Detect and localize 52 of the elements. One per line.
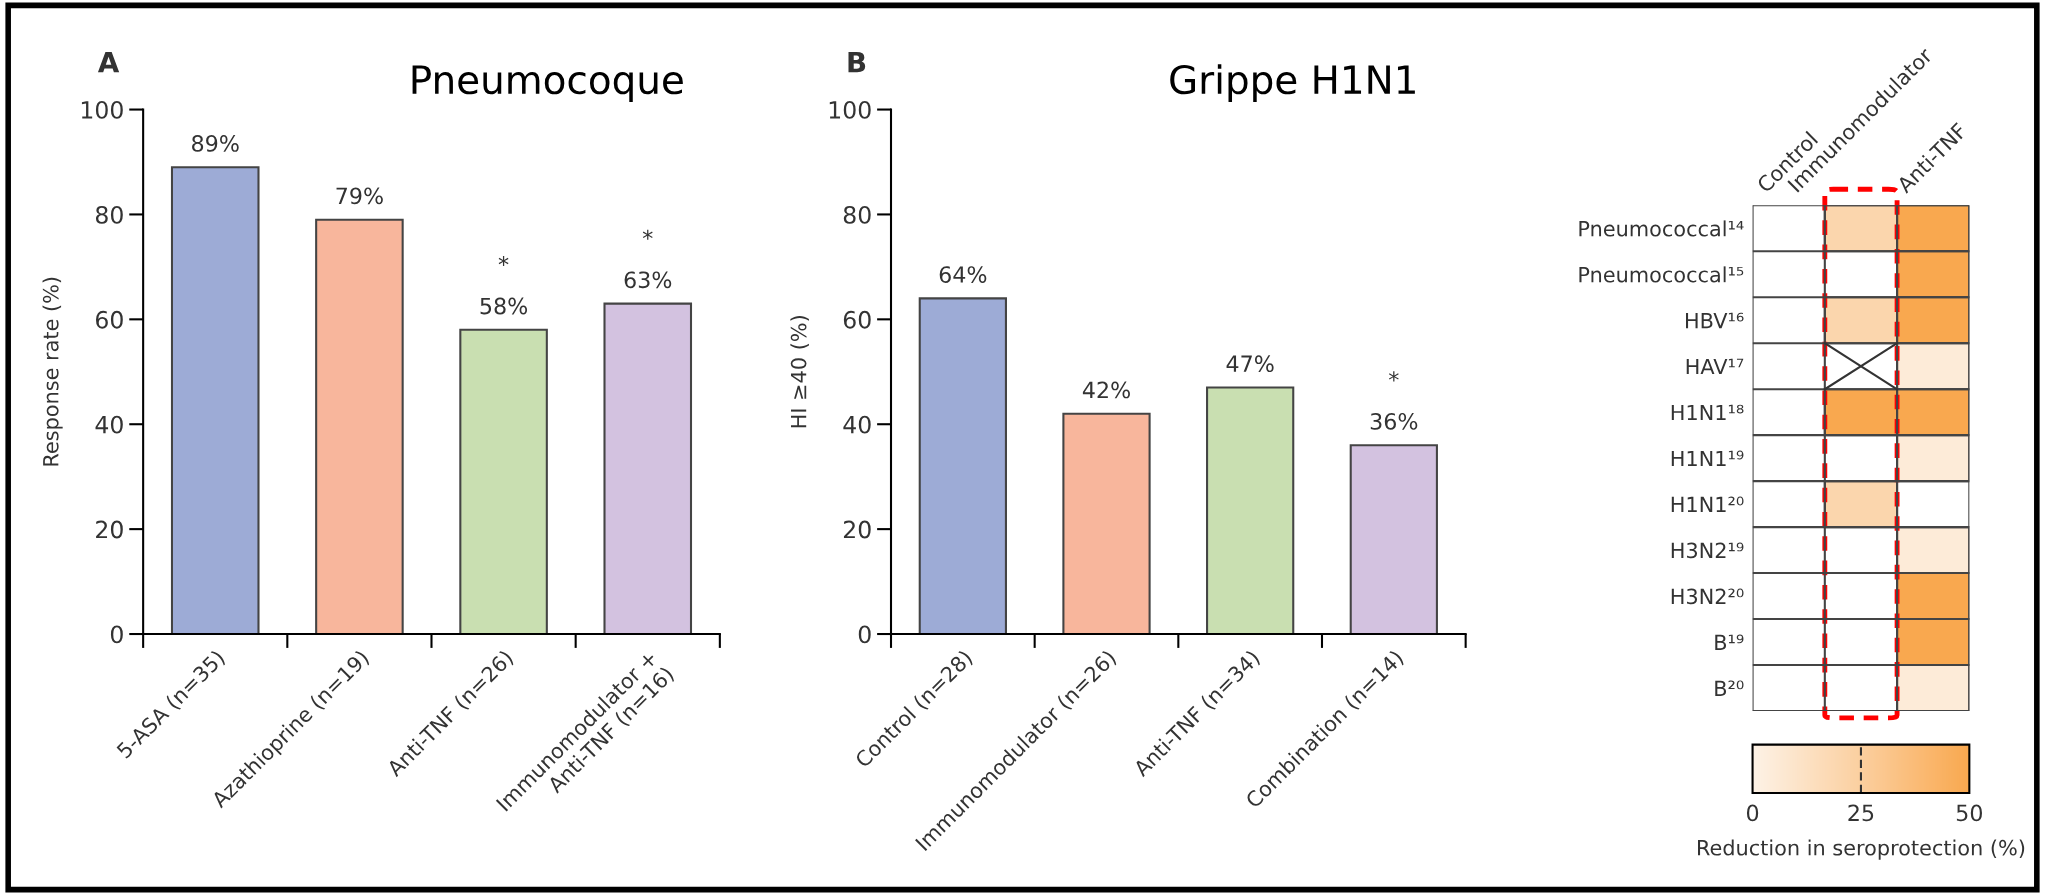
bar (459, 328, 548, 635)
bar (603, 302, 693, 635)
y-tick-label: B²⁰ (1715, 680, 1744, 696)
y-tick-label: 20 (843, 520, 871, 539)
y-tick-label: 80 (843, 205, 871, 224)
bar (170, 166, 260, 635)
y-tick-label: 80 (95, 205, 123, 224)
text: A (97, 52, 120, 73)
data-label: 58% (480, 297, 528, 315)
y-tick-label: 100 (81, 100, 123, 119)
bar (315, 218, 404, 635)
y-tick-label: 40 (95, 415, 123, 434)
bar (918, 297, 1007, 635)
bar (1206, 386, 1295, 635)
color-bar-title: Reduction in seroprotection (%) (1698, 839, 2025, 860)
y-axis-title: Response rate (%) (42, 277, 63, 466)
annotation: * (498, 255, 509, 267)
y-tick-label: 0 (110, 625, 123, 644)
chart-title: Grippe H1N1 (1170, 64, 1415, 102)
data-label: 79% (336, 187, 383, 205)
y-tick-label: 60 (843, 310, 871, 329)
color-bar-label: 50 (1956, 804, 1982, 822)
y-tick-label: 60 (96, 310, 123, 329)
data-label: 89% (192, 135, 239, 152)
chart-title: Pneumocoque (412, 65, 683, 102)
y-tick-label: 40 (843, 415, 871, 434)
y-tick-label: H1N1¹⁸ (1671, 404, 1744, 421)
data-label: 36% (1370, 412, 1418, 430)
y-axis-title: HI ≥40 (%) (790, 316, 809, 428)
bar (1062, 412, 1151, 635)
data-label: 63% (624, 271, 672, 289)
bar (1349, 444, 1438, 635)
y-tick-label: H1N1¹⁹ (1671, 450, 1744, 467)
y-tick-label: HAV¹⁷ (1686, 358, 1744, 375)
y-tick-label: B¹⁹ (1715, 634, 1744, 650)
y-tick-label: 20 (96, 520, 123, 539)
y-tick-label: H1N1²⁰ (1671, 496, 1744, 513)
data-label: 47% (1226, 355, 1274, 373)
y-tick-label: 0 (858, 625, 871, 644)
y-tick-label: Pneumococcal¹⁵ (1579, 266, 1744, 283)
y-tick-label: H3N2¹⁹ (1671, 542, 1744, 559)
data-label: 42% (1082, 381, 1130, 399)
data-label: 64% (939, 266, 987, 283)
y-tick-label: HBV¹⁶ (1686, 312, 1744, 329)
y-tick-label: Pneumococcal¹⁴ (1579, 220, 1744, 237)
annotation: * (1388, 371, 1399, 382)
text: B (848, 52, 866, 73)
color-bar-label: 25 (1848, 804, 1874, 822)
color-bar-label: 0 (1746, 804, 1759, 822)
y-tick-label: 100 (829, 100, 871, 119)
y-tick-label: H3N2²⁰ (1671, 588, 1744, 605)
annotation: * (642, 229, 653, 240)
